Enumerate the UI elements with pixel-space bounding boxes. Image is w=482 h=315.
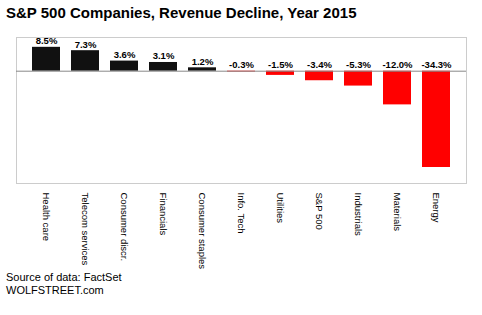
svg-text:Telecom services: Telecom services xyxy=(80,193,91,266)
svg-text:1.2%: 1.2% xyxy=(192,56,214,67)
svg-text:S&P 500: S&P 500 xyxy=(314,193,325,230)
svg-text:-3.4%: -3.4% xyxy=(307,59,332,70)
svg-text:3.6%: 3.6% xyxy=(114,49,136,60)
svg-text:Consumer discr.: Consumer discr. xyxy=(119,193,130,262)
svg-text:Info. Tech: Info. Tech xyxy=(236,193,247,234)
svg-text:Health care: Health care xyxy=(41,193,52,242)
html-text:S&P 500 Companies, Revenue Dec: S&P 500 Companies, Revenue Decline, Year… xyxy=(6,4,357,21)
svg-text:Consumer staples: Consumer staples xyxy=(197,193,208,270)
html-text:WOLFSTREET.com: WOLFSTREET.com xyxy=(6,284,104,296)
svg-text:7.3%: 7.3% xyxy=(75,39,97,50)
html-text:Source of data: FactSet: Source of data: FactSet xyxy=(6,271,122,283)
svg-text:-34.3%: -34.3% xyxy=(421,59,452,70)
svg-text:-0.3%: -0.3% xyxy=(229,59,254,70)
svg-text:Utilities: Utilities xyxy=(275,193,286,224)
svg-text:Industrials: Industrials xyxy=(353,193,364,237)
svg-text:Financials: Financials xyxy=(158,193,169,236)
svg-text:8.5%: 8.5% xyxy=(36,35,58,46)
svg-text:3.1%: 3.1% xyxy=(153,50,175,61)
svg-text:Materials: Materials xyxy=(392,193,403,232)
svg-text:Energy: Energy xyxy=(431,193,442,223)
svg-text:-12.0%: -12.0% xyxy=(382,59,413,70)
svg-text:-1.5%: -1.5% xyxy=(268,59,293,70)
svg-text:-5.3%: -5.3% xyxy=(346,59,371,70)
